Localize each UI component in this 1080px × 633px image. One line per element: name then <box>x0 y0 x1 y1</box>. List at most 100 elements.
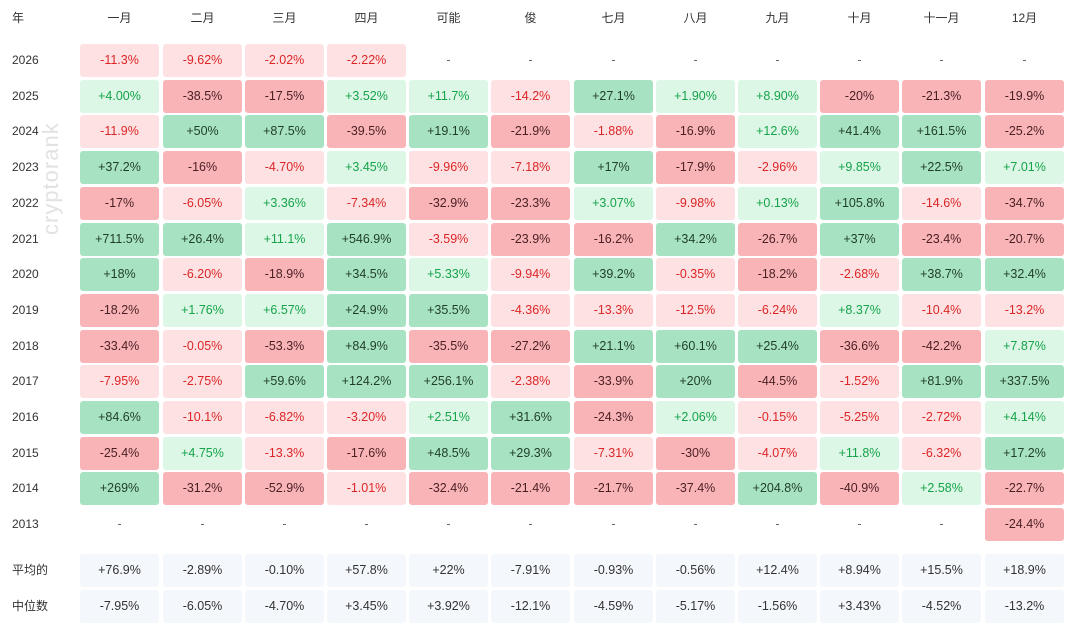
heatmap-cell: +32.4% <box>985 258 1064 292</box>
summary-cell: -6.05% <box>163 590 242 623</box>
heatmap-cell: -17.6% <box>327 436 406 470</box>
summary-cell: +76.9% <box>80 554 159 587</box>
row-year-label: 2013 <box>12 517 39 532</box>
summary-cell: +3.92% <box>409 590 488 623</box>
heatmap-cell: +17.2% <box>985 436 1064 470</box>
heatmap-cell: -10.4% <box>902 293 981 327</box>
row-year-label: 2022 <box>12 195 39 210</box>
heatmap-cell: +22.5% <box>902 151 981 185</box>
heatmap-cell: -2.02% <box>245 44 324 77</box>
summary-cell: +18.9% <box>985 554 1064 587</box>
heatmap-cell: +39.2% <box>574 258 653 292</box>
heatmap-cell: +17% <box>574 151 653 185</box>
heatmap-cell: -4.07% <box>738 436 817 470</box>
header-month: 十一月 <box>923 11 960 25</box>
heatmap-cell: - <box>857 53 862 67</box>
heatmap-cell: -21.7% <box>574 472 653 506</box>
heatmap-cell: -2.96% <box>738 151 817 185</box>
heatmap-cell: -33.4% <box>80 329 159 363</box>
row-year-label: 2019 <box>12 302 39 317</box>
row-year-label: 2021 <box>12 231 39 246</box>
heatmap-cell: +124.2% <box>327 365 406 399</box>
summary-cell: -0.10% <box>245 554 324 587</box>
summary-cell: +57.8% <box>327 554 406 587</box>
heatmap-cell: +3.45% <box>327 151 406 185</box>
heatmap-cell: -18.2% <box>738 258 817 292</box>
heatmap-cell: -2.68% <box>820 258 899 292</box>
heatmap-cell: - <box>611 517 616 532</box>
heatmap-cell: -13.3% <box>574 293 653 327</box>
heatmap-cell: -25.2% <box>985 115 1064 149</box>
heatmap-cell: -3.59% <box>409 222 488 256</box>
heatmap-cell: -9.94% <box>491 258 570 292</box>
heatmap-cell: -10.1% <box>163 401 242 434</box>
heatmap-cell: - <box>775 517 780 532</box>
heatmap-cell: -5.25% <box>820 401 899 434</box>
heatmap-cell: +9.85% <box>820 151 899 185</box>
header-month: 一月 <box>107 11 132 25</box>
heatmap-cell: +26.4% <box>163 222 242 256</box>
heatmap-cell: - <box>364 517 369 532</box>
heatmap-cell: -42.2% <box>902 329 981 363</box>
summary-cell: -13.2% <box>985 590 1064 623</box>
heatmap-cell: -20% <box>820 79 899 113</box>
header-month: 可能 <box>436 11 461 25</box>
heatmap-cell: +19.1% <box>409 115 488 149</box>
heatmap-cell: -31.2% <box>163 472 242 506</box>
heatmap-cell: +59.6% <box>245 365 324 399</box>
heatmap-cell: +84.9% <box>327 329 406 363</box>
heatmap-cell: +81.9% <box>902 365 981 399</box>
heatmap-cell: +60.1% <box>656 329 735 363</box>
summary-cell: -4.70% <box>245 590 324 623</box>
heatmap-cell: +27.1% <box>574 79 653 113</box>
row-year-label: 2025 <box>12 88 39 103</box>
heatmap-cell: +38.7% <box>902 258 981 292</box>
heatmap-cell: -16.2% <box>574 222 653 256</box>
heatmap-cell: -13.3% <box>245 436 324 470</box>
row-year-label: 2023 <box>12 160 39 175</box>
row-year-label: 2018 <box>12 338 39 353</box>
header-month: 三月 <box>272 11 297 25</box>
heatmap-cell: +7.01% <box>985 151 1064 185</box>
heatmap-cell: +3.36% <box>245 186 324 220</box>
heatmap-cell: -23.9% <box>491 222 570 256</box>
heatmap-cell: -1.01% <box>327 472 406 506</box>
summary-cell: -0.56% <box>656 554 735 587</box>
heatmap-cell: +269% <box>80 472 159 506</box>
heatmap-cell: -17.9% <box>656 151 735 185</box>
heatmap-cell: -7.95% <box>80 365 159 399</box>
heatmap-cell: +41.4% <box>820 115 899 149</box>
heatmap-cell: -2.38% <box>491 365 570 399</box>
heatmap-cell: +84.6% <box>80 401 159 434</box>
header-month: 七月 <box>601 11 626 25</box>
heatmap-cell: +18% <box>80 258 159 292</box>
heatmap-cell: - <box>282 517 287 532</box>
heatmap-cell: +0.13% <box>738 186 817 220</box>
summary-cell: -1.56% <box>738 590 817 623</box>
heatmap-cell: -4.70% <box>245 151 324 185</box>
header-month: 二月 <box>190 11 215 25</box>
summary-cell: -7.95% <box>80 590 159 623</box>
heatmap-cell: -38.5% <box>163 79 242 113</box>
watermark: cryptorank <box>38 122 63 235</box>
heatmap-cell: -11.3% <box>80 44 159 77</box>
heatmap-cell: +25.4% <box>738 329 817 363</box>
heatmap-cell: -3.20% <box>327 401 406 434</box>
heatmap-cell: +3.52% <box>327 79 406 113</box>
heatmap-cell: +37.2% <box>80 151 159 185</box>
summary-cell: -2.89% <box>163 554 242 587</box>
heatmap-cell: -25.4% <box>80 436 159 470</box>
heatmap-cell: -37.4% <box>656 472 735 506</box>
summary-cell: -12.1% <box>491 590 570 623</box>
summary-cell: +3.43% <box>820 590 899 623</box>
heatmap-cell: -2.72% <box>902 401 981 434</box>
heatmap-cell: +161.5% <box>902 115 981 149</box>
summary-cell: +8.94% <box>820 554 899 587</box>
heatmap-cell: -21.4% <box>491 472 570 506</box>
heatmap-cell: +11.8% <box>820 436 899 470</box>
heatmap-cell: -53.3% <box>245 329 324 363</box>
heatmap-cell: +34.5% <box>327 258 406 292</box>
row-year-label: 2020 <box>12 267 39 282</box>
heatmap-cell: -16% <box>163 151 242 185</box>
heatmap-cell: - <box>1022 53 1027 67</box>
